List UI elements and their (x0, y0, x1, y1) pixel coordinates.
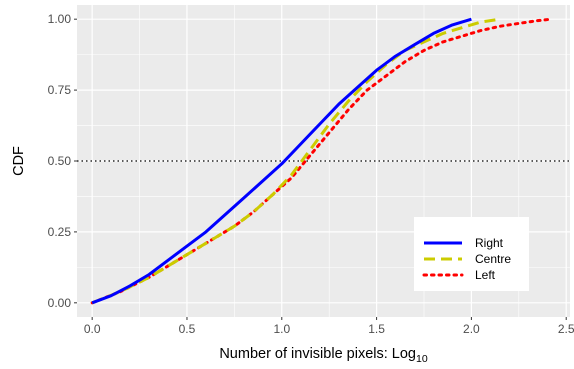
legend-box (414, 217, 529, 291)
y-tick-label: 0.50 (48, 154, 72, 168)
x-tick-label: 0.0 (84, 322, 101, 336)
series-line-centre (91, 17, 501, 305)
series-layer (90, 17, 553, 305)
x-tick-label: 1.5 (368, 322, 385, 336)
y-tick-label: 0.75 (48, 83, 72, 97)
series-line-left (90, 17, 553, 305)
series-line-right (91, 17, 472, 305)
y-tick-label: 1.00 (48, 12, 72, 26)
legend-label-centre: Centre (475, 252, 511, 266)
legend: Right Centre Left (414, 217, 529, 291)
y-tick-label: 0.25 (48, 225, 72, 239)
legend-label-right: Right (475, 236, 504, 250)
y-axis-ticks: 0.00 0.25 0.50 0.75 1.00 (48, 12, 77, 310)
y-tick-label: 0.00 (48, 296, 72, 310)
x-axis-ticks: 0.0 0.5 1.0 1.5 2.0 2.5 (84, 317, 574, 336)
x-axis-title: Number of invisible pixels: Log10 (219, 346, 427, 365)
x-tick-label: 0.5 (179, 322, 196, 336)
x-tick-label: 2.0 (463, 322, 480, 336)
x-axis-title-subscript: 10 (416, 353, 428, 365)
legend-label-left: Left (475, 268, 496, 282)
x-tick-label: 2.5 (558, 322, 574, 336)
y-axis-title: CDF (11, 146, 27, 176)
x-tick-label: 1.0 (273, 322, 290, 336)
